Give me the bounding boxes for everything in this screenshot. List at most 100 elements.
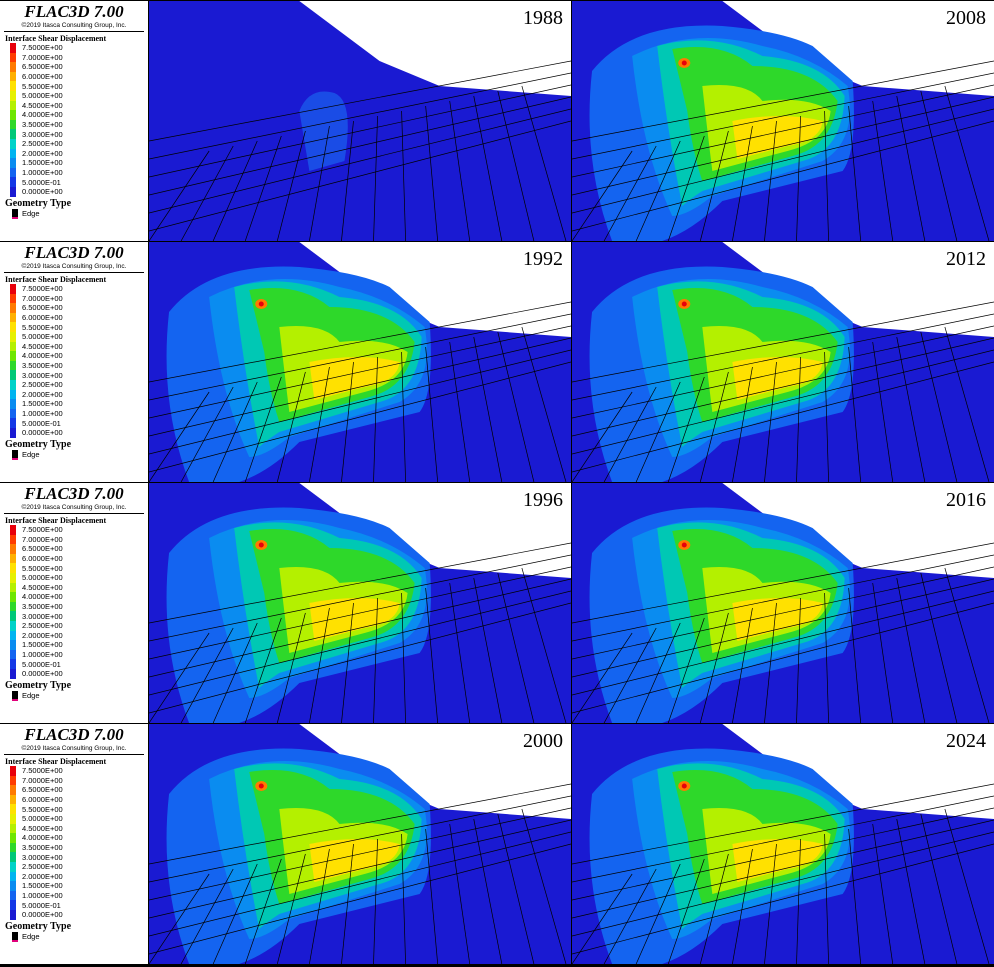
legend-label: 6.0000E+00: [22, 554, 63, 564]
legend-label: 3.0000E+00: [22, 852, 63, 862]
displacement-render: [149, 483, 571, 723]
legend-row: 5.5000E+00: [0, 804, 148, 814]
legend-row: 4.5000E+00: [0, 582, 148, 593]
simulation-panel: 1992: [149, 242, 571, 482]
legend-label: 3.5000E+00: [22, 602, 63, 612]
legend-label: 3.5000E+00: [22, 120, 63, 130]
copyright: ©2019 Itasca Consulting Group, Inc.: [4, 745, 144, 755]
color-swatch: [10, 81, 16, 91]
color-swatch: [10, 871, 16, 882]
legend-row: 6.0000E+00: [0, 312, 148, 323]
legend-label: 0.0000E+00: [22, 910, 63, 920]
legend-label: 7.5000E+00: [22, 43, 63, 53]
legend-row: 3.5000E+00: [0, 360, 148, 371]
legend-label: 4.5000E+00: [22, 100, 63, 110]
legend-label: 7.5000E+00: [22, 525, 63, 535]
legend-label: 7.5000E+00: [22, 284, 63, 294]
color-swatch: [10, 52, 16, 63]
color-swatch: [10, 900, 16, 910]
color-swatch: [10, 823, 16, 834]
color-swatch: [10, 890, 16, 901]
legend-label: 7.0000E+00: [22, 293, 63, 303]
legend-label: 4.0000E+00: [22, 592, 63, 602]
legend-row: 6.5000E+00: [0, 62, 148, 72]
color-swatch: [10, 563, 16, 573]
legend-row: 2.5000E+00: [0, 861, 148, 872]
legend-row: 0.0000E+00: [0, 668, 148, 679]
legend-label: 0.0000E+00: [22, 669, 63, 679]
legend-label: 1.5000E+00: [22, 399, 63, 409]
color-swatch: [10, 284, 16, 294]
legend-row: 5.5000E+00: [0, 563, 148, 573]
legend-row: 5.0000E+00: [0, 813, 148, 824]
legend-label: 3.0000E+00: [22, 611, 63, 621]
legend-row: 5.0000E-01: [0, 418, 148, 428]
legend-row: 5.0000E-01: [0, 900, 148, 910]
color-swatch: [10, 177, 16, 187]
legend: FLAC3D 7.00 ©2019 Itasca Consulting Group…: [0, 242, 148, 482]
color-swatch: [10, 794, 16, 805]
legend-label: 2.0000E+00: [22, 148, 63, 158]
legend-row: 5.5000E+00: [0, 81, 148, 91]
legend-title: Interface Shear Displacement: [5, 34, 107, 43]
legend-label: 3.5000E+00: [22, 361, 63, 371]
color-swatch: [10, 833, 16, 843]
displacement-render: [572, 1, 994, 241]
legend-label: 6.0000E+00: [22, 795, 63, 805]
simulation-panel: 2000: [149, 724, 571, 964]
legend-row: 1.5000E+00: [0, 158, 148, 168]
legend-label: 1.5000E+00: [22, 158, 63, 168]
color-swatch: [10, 100, 16, 111]
legend-row: 0.0000E+00: [0, 909, 148, 920]
geometry-label: Edge: [22, 209, 40, 218]
software-name: FLAC3D 7.00: [24, 2, 124, 21]
color-swatch: [10, 379, 16, 390]
color-swatch: [10, 861, 16, 872]
legend-row: 3.5000E+00: [0, 601, 148, 612]
legend-row: 6.5000E+00: [0, 544, 148, 554]
color-swatch: [10, 525, 16, 535]
geometry-title: Geometry Type: [5, 920, 72, 932]
simulation-panel: 1988: [149, 1, 571, 241]
color-swatch: [10, 804, 16, 814]
legend-row: 1.0000E+00: [0, 890, 148, 901]
color-swatch: [10, 909, 16, 920]
legend-label: 5.0000E-01: [22, 659, 61, 669]
simulation-panel: 2008: [572, 1, 994, 241]
legend-row: 3.0000E+00: [0, 852, 148, 862]
legend-title: Interface Shear Displacement: [5, 757, 107, 766]
color-swatch: [10, 668, 16, 679]
legend-row: 7.0000E+00: [0, 293, 148, 304]
simulation-panel: 2024: [572, 724, 994, 964]
legend-label: 0.0000E+00: [22, 428, 63, 438]
color-swatch: [10, 341, 16, 352]
displacement-render: [572, 724, 994, 964]
legend-label: 5.0000E+00: [22, 332, 63, 342]
color-swatch: [10, 572, 16, 583]
legend-label: 2.5000E+00: [22, 621, 63, 631]
legend-row: 4.0000E+00: [0, 592, 148, 602]
legend-label: 6.0000E+00: [22, 72, 63, 82]
legend-row: 7.5000E+00: [0, 525, 148, 535]
legend-row: 2.0000E+00: [0, 630, 148, 641]
legend-label: 5.0000E+00: [22, 573, 63, 583]
legend-label: 4.5000E+00: [22, 823, 63, 833]
legend-row: 6.0000E+00: [0, 71, 148, 82]
legend-label: 5.0000E-01: [22, 900, 61, 910]
color-swatch: [10, 138, 16, 149]
legend-label: 4.0000E+00: [22, 833, 63, 843]
geometry-title: Geometry Type: [5, 438, 72, 450]
legend-label: 1.0000E+00: [22, 650, 63, 660]
color-swatch: [10, 129, 16, 139]
color-swatch: [10, 582, 16, 593]
legend-row: 3.0000E+00: [0, 129, 148, 139]
color-swatch: [10, 592, 16, 602]
color-swatch: [10, 331, 16, 342]
legend-row: 6.5000E+00: [0, 303, 148, 313]
legend-row: 5.5000E+00: [0, 322, 148, 332]
legend-label: 2.0000E+00: [22, 630, 63, 640]
legend-label: 6.0000E+00: [22, 313, 63, 323]
color-swatch: [10, 766, 16, 776]
legend-row: 7.5000E+00: [0, 766, 148, 776]
legend-label: 1.5000E+00: [22, 640, 63, 650]
